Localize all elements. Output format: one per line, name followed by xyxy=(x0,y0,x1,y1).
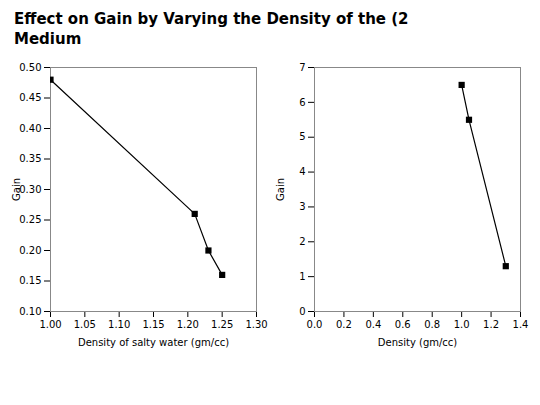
svg-text:1: 1 xyxy=(299,271,305,282)
svg-text:1.00: 1.00 xyxy=(39,319,61,330)
svg-text:0.8: 0.8 xyxy=(424,319,440,330)
svg-text:1.2: 1.2 xyxy=(483,319,499,330)
svg-text:0.20: 0.20 xyxy=(19,245,41,256)
svg-text:3: 3 xyxy=(299,201,305,212)
svg-text:0.2: 0.2 xyxy=(336,319,352,330)
svg-text:0.6: 0.6 xyxy=(395,319,411,330)
svg-text:1.05: 1.05 xyxy=(74,319,96,330)
svg-text:Density of salty water (gm/cc): Density of salty water (gm/cc) xyxy=(78,337,229,348)
svg-text:0.35: 0.35 xyxy=(19,153,41,164)
svg-text:0.30: 0.30 xyxy=(19,184,41,195)
svg-text:1.15: 1.15 xyxy=(142,319,164,330)
svg-text:4: 4 xyxy=(299,166,305,177)
svg-text:5: 5 xyxy=(299,131,305,142)
svg-text:0.15: 0.15 xyxy=(19,275,41,286)
svg-text:2: 2 xyxy=(299,236,305,247)
svg-text:6: 6 xyxy=(299,97,305,108)
svg-text:1.30: 1.30 xyxy=(245,319,267,330)
svg-text:1.25: 1.25 xyxy=(211,319,233,330)
svg-text:Gain: Gain xyxy=(11,178,22,201)
svg-text:0: 0 xyxy=(299,306,305,317)
svg-text:1.20: 1.20 xyxy=(177,319,199,330)
svg-text:0.10: 0.10 xyxy=(19,306,41,317)
svg-text:0.25: 0.25 xyxy=(19,214,41,225)
svg-text:7: 7 xyxy=(299,62,305,73)
svg-text:1.10: 1.10 xyxy=(108,319,130,330)
svg-text:0.40: 0.40 xyxy=(19,123,41,134)
svg-text:1.0: 1.0 xyxy=(454,319,470,330)
svg-text:0.4: 0.4 xyxy=(365,319,381,330)
svg-text:0.45: 0.45 xyxy=(19,92,41,103)
svg-text:0.0: 0.0 xyxy=(307,319,323,330)
html-text:Effect on Gain by Varying the: Effect on Gain by Varying the Density of… xyxy=(14,10,409,28)
html-text:Medium: Medium xyxy=(14,29,82,48)
svg-text:0.50: 0.50 xyxy=(19,62,41,73)
svg-text:1.4: 1.4 xyxy=(513,319,529,330)
svg-text:Gain: Gain xyxy=(275,178,286,201)
svg-text:Density (gm/cc): Density (gm/cc) xyxy=(378,337,458,348)
